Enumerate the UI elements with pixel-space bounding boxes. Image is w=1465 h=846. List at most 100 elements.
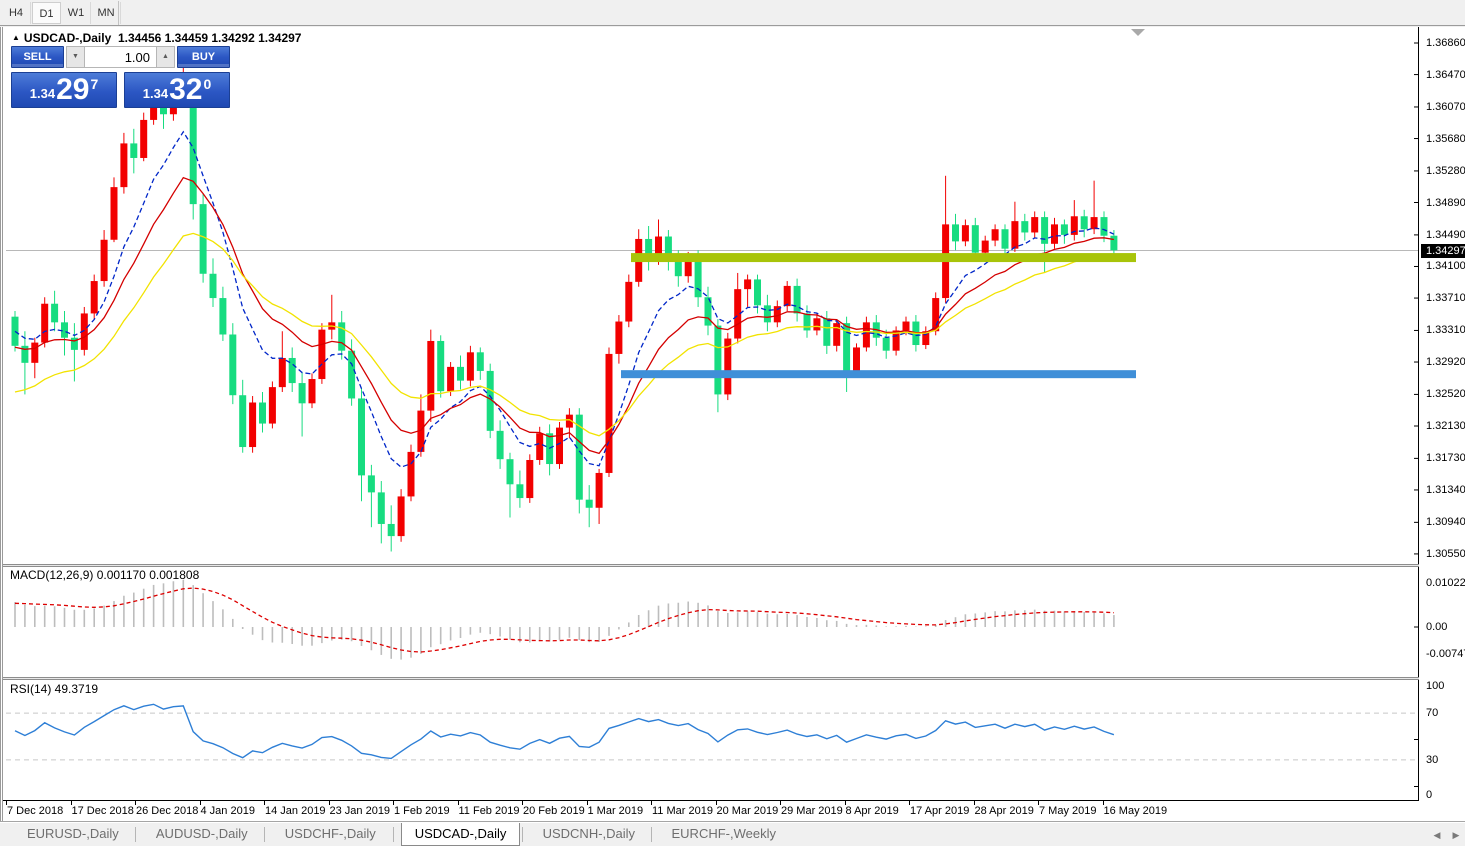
price-axis-label: 1.35680 [1426, 132, 1465, 145]
date-axis-label: 28 Apr 2019 [974, 805, 1034, 817]
volume-decrease-button[interactable]: ▼ [66, 46, 85, 68]
candle-body [496, 430, 504, 460]
chart-tab-usdcnh[interactable]: USDCNH-,Daily [542, 826, 636, 841]
date-axis-tick [973, 801, 975, 805]
price-axis-label: 1.36070 [1426, 100, 1465, 113]
chart-canvas-area[interactable]: ▲ USDCAD-,Daily 1.34456 1.34459 1.34292 1… [0, 27, 1465, 822]
candle-body [31, 342, 39, 363]
date-axis-label: 4 Jan 2019 [200, 805, 255, 817]
date-axis-tick [586, 801, 588, 805]
candle-body [526, 459, 534, 499]
date-axis-label: 16 May 2019 [1103, 805, 1168, 817]
date-axis-tick [1102, 801, 1104, 805]
volume-increase-button[interactable]: ▲ [156, 46, 175, 68]
buy-price-display[interactable]: 1.34 32 0 [124, 72, 230, 108]
price-axis-label: 1.31340 [1426, 483, 1465, 496]
candle-body [833, 323, 841, 346]
chart-tab-usdcad[interactable]: USDCAD-,Daily [400, 823, 521, 846]
price-axis: 1.36860 1.36470 1.36070 1.35680 1.35280 1.348… [1421, 27, 1465, 801]
ma-line-mid [14, 176, 1115, 455]
date-axis-tick [70, 801, 72, 805]
candle-body [457, 366, 464, 381]
candle-body [585, 499, 593, 508]
date-axis-label: 17 Apr 2019 [910, 805, 970, 817]
candle-body [397, 496, 405, 537]
price-axis-label: 1.34100 [1426, 260, 1465, 273]
date-axis-tick [328, 801, 330, 805]
price-chart[interactable] [3, 27, 1419, 800]
macd-signal-line [14, 587, 1114, 653]
rsi-line [14, 703, 1115, 760]
candle-body [1031, 217, 1039, 233]
date-axis-label: 1 Mar 2019 [587, 805, 644, 817]
candle-body [21, 345, 29, 363]
candle-body [853, 347, 860, 371]
candle-body [80, 313, 88, 350]
macd-axis-label: 0.010229 [1426, 577, 1465, 589]
chart-tab-eurusd[interactable]: EURUSD-,Daily [27, 826, 119, 841]
buy-button[interactable]: BUY [177, 46, 230, 68]
resistance-band-line[interactable] [631, 253, 1136, 263]
chart-tab-audusd[interactable]: AUDUSD-,Daily [155, 826, 248, 841]
buy-price-big: 32 [169, 73, 203, 106]
date-axis-label: 11 Mar 2019 [652, 805, 713, 817]
sell-price-display[interactable]: 1.34 29 7 [11, 72, 117, 108]
support-band-line[interactable] [621, 370, 1136, 379]
timeframe-button-h4[interactable]: H4 [2, 2, 31, 24]
chart-tab-eurchf[interactable]: EURCHF-,Weekly [671, 826, 777, 841]
volume-input[interactable] [85, 46, 156, 68]
collapse-triangle-icon[interactable]: ▲ [12, 33, 20, 42]
candle-body [763, 305, 771, 323]
price-axis-label: 1.36470 [1426, 68, 1465, 81]
candle-body [358, 398, 365, 476]
chart-tab-usdchf[interactable]: USDCHF-,Daily [284, 826, 376, 841]
candle-body [902, 321, 910, 331]
sell-price-big: 29 [56, 73, 90, 106]
timeframe-button-w1[interactable]: W1 [62, 2, 91, 24]
candle-body [268, 387, 276, 424]
candle-body [674, 261, 682, 277]
sell-price-pip: 7 [90, 76, 99, 92]
price-axis-label: 1.34490 [1426, 228, 1465, 241]
rsi-axis-label: 0 [1426, 789, 1433, 801]
candle-body [625, 281, 633, 322]
candle-body [11, 316, 19, 346]
date-axis-tick [199, 801, 201, 805]
rsi-pane-splitter[interactable] [3, 677, 1419, 680]
candle-body [278, 357, 286, 388]
timeframe-button-mn[interactable]: MN [92, 2, 121, 24]
date-axis-tick [264, 801, 265, 805]
candle-body [595, 472, 603, 508]
chart-shift-marker-icon[interactable] [1131, 29, 1145, 36]
date-axis: 7 Dec 2018 17 Dec 2018 26 Dec 2018 4 Jan 20… [3, 800, 1419, 822]
candle-body [90, 281, 98, 314]
candle-body [932, 298, 940, 332]
candle-body [783, 285, 791, 307]
date-axis-label: 8 Apr 2019 [845, 805, 899, 817]
date-axis-label: 17 Dec 2018 [71, 805, 134, 817]
candle-body [664, 236, 672, 262]
candle-body [645, 238, 653, 260]
candle-body [556, 427, 563, 465]
candle-body [229, 334, 237, 396]
tab-scroll-right-icon[interactable]: ▶ [1452, 830, 1460, 840]
candle-body [813, 318, 821, 331]
candle-body [417, 410, 425, 452]
candle-body [318, 329, 326, 380]
price-axis-label: 1.31730 [1426, 452, 1465, 465]
chart-tab-bar: ◀ ▶ EURUSD-,Daily AUDUSD-,Daily USDCHF-,Da… [0, 822, 1465, 846]
candle-body [348, 350, 356, 399]
date-axis-label: 7 May 2019 [1039, 805, 1097, 817]
sell-button[interactable]: SELL [11, 46, 64, 68]
candle-body [843, 323, 851, 371]
candle-body [466, 352, 474, 381]
date-axis-label: 20 Feb 2019 [523, 805, 585, 817]
tab-scroll-left-icon[interactable]: ◀ [1433, 830, 1441, 840]
timeframe-button-d1[interactable]: D1 [32, 2, 61, 24]
candle-body [565, 414, 573, 428]
macd-pane-splitter[interactable] [3, 564, 1419, 567]
candle-body [1110, 235, 1118, 251]
candle-body [1100, 217, 1108, 236]
candle-body [684, 257, 692, 277]
price-axis-label: 1.33710 [1426, 292, 1465, 305]
